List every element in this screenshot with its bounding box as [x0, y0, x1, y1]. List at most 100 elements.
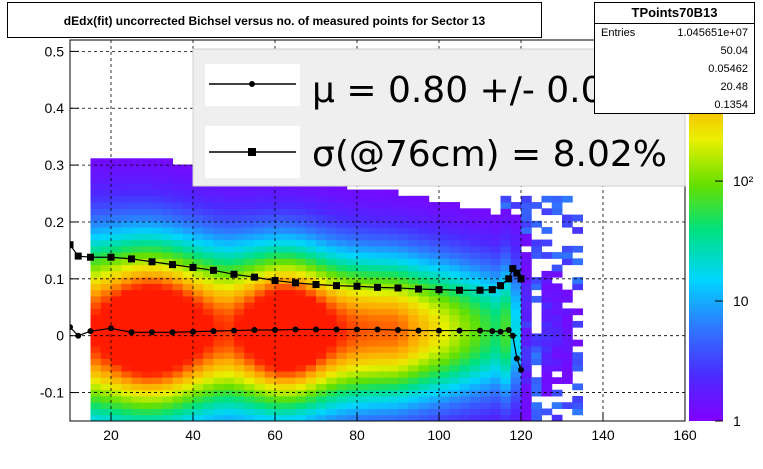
- heatmap-cell: [541, 283, 553, 291]
- heatmap-cell: [254, 220, 266, 228]
- heatmap-cell: [285, 395, 296, 403]
- heatmap-cell: [203, 377, 214, 384]
- heatmap-cell: [203, 402, 214, 409]
- heatmap-cell: [203, 277, 214, 284]
- heatmap-cell: [357, 364, 368, 372]
- heatmap-cell: [131, 320, 143, 328]
- heatmap-cell: [264, 202, 276, 209]
- heatmap-cell: [213, 308, 225, 316]
- heatmap-cell: [295, 208, 307, 216]
- heatmap-cell: [531, 414, 542, 421]
- heatmap-cell: [428, 233, 440, 241]
- heatmap-cell: [100, 264, 112, 272]
- heatmap-cell: [449, 358, 460, 366]
- heatmap-cell: [367, 327, 378, 334]
- heatmap-cell: [316, 333, 327, 341]
- heatmap-cell: [449, 314, 460, 322]
- heatmap-cell: [500, 295, 512, 303]
- heatmap-cell: [336, 289, 348, 297]
- heatmap-cell: [254, 277, 266, 284]
- heatmap-cell: [100, 270, 112, 278]
- heatmap-cell: [100, 377, 112, 384]
- heatmap-cell: [244, 227, 255, 234]
- heatmap-cell: [541, 295, 553, 303]
- heatmap-cell: [264, 295, 276, 303]
- heatmap-cell: [254, 358, 266, 366]
- heatmap-cell: [326, 239, 337, 247]
- heatmap-cell: [193, 308, 204, 316]
- heatmap-cell: [551, 308, 563, 316]
- heatmap-cell: [254, 227, 266, 234]
- heatmap-cell: [377, 220, 389, 228]
- heatmap-cell: [172, 339, 184, 347]
- heatmap-cell: [449, 233, 460, 241]
- heatmap-cell: [254, 377, 266, 384]
- heatmap-cell: [428, 283, 440, 291]
- heatmap-cell: [264, 395, 276, 403]
- heatmap-cell: [152, 339, 163, 347]
- heatmap-cell: [244, 189, 255, 197]
- heatmap-cell: [367, 358, 378, 366]
- heatmap-cell: [531, 383, 542, 391]
- heatmap-cell: [244, 289, 255, 297]
- palette-tick-label: 1: [733, 413, 741, 429]
- heatmap-cell: [244, 245, 255, 253]
- heatmap-cell: [572, 245, 583, 253]
- heatmap-cell: [162, 327, 173, 334]
- heatmap-cell: [398, 277, 409, 284]
- heatmap-cell: [500, 383, 512, 391]
- heatmap-cell: [234, 402, 245, 409]
- heatmap-cell: [418, 383, 430, 391]
- heatmap-cell: [244, 320, 255, 328]
- heatmap-cell: [193, 277, 204, 284]
- heatmap-cell: [398, 364, 409, 372]
- heatmap-cell: [316, 233, 327, 241]
- heatmap-cell: [428, 402, 440, 409]
- heatmap-cell: [203, 308, 214, 316]
- heatmap-cell: [408, 389, 419, 397]
- heatmap-cell: [316, 383, 327, 391]
- heatmap-cell: [193, 327, 204, 334]
- x-tick-label: 40: [185, 427, 201, 443]
- heatmap-cell: [141, 264, 153, 272]
- heatmap-cell: [500, 345, 512, 353]
- heatmap-cell: [500, 208, 512, 216]
- heatmap-cell: [121, 189, 132, 197]
- heatmap-cell: [531, 220, 542, 228]
- sigma-point: [312, 281, 320, 289]
- heatmap-cell: [521, 264, 532, 272]
- heatmap-cell: [326, 295, 337, 303]
- heatmap-cell: [562, 258, 573, 266]
- heatmap-cell: [500, 302, 512, 309]
- heatmap-cell: [408, 220, 419, 228]
- heatmap-cell: [449, 402, 460, 409]
- heatmap-cell: [490, 408, 501, 416]
- heatmap-cell: [357, 308, 368, 316]
- heatmap-cell: [551, 339, 563, 347]
- heatmap-cell: [285, 383, 296, 391]
- heatmap-cell: [234, 302, 245, 309]
- heatmap-cell: [480, 289, 491, 297]
- heatmap-cell: [141, 214, 153, 222]
- heatmap-cell: [377, 295, 389, 303]
- heatmap-cell: [152, 270, 163, 278]
- heatmap-cell: [531, 252, 542, 259]
- heatmap-cell: [510, 258, 522, 266]
- heatmap-cell: [480, 308, 491, 316]
- heatmap-cell: [449, 239, 460, 247]
- heatmap-cell: [336, 202, 348, 209]
- heatmap-cell: [141, 364, 153, 372]
- heatmap-cell: [428, 308, 440, 316]
- heatmap-cell: [336, 352, 348, 359]
- heatmap-cell: [316, 414, 327, 421]
- heatmap-cell: [449, 414, 460, 421]
- heatmap-cell: [172, 302, 184, 309]
- heatmap-cell: [223, 183, 235, 191]
- heatmap-cell: [469, 214, 481, 222]
- heatmap-cell: [152, 283, 163, 291]
- heatmap-cell: [377, 327, 389, 334]
- heatmap-cell: [316, 208, 327, 216]
- heatmap-cell: [244, 377, 255, 384]
- heatmap-cell: [336, 414, 348, 421]
- heatmap-cell: [418, 352, 430, 359]
